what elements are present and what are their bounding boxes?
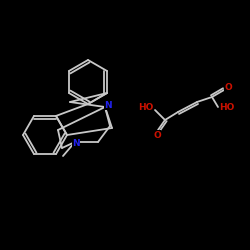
Text: O: O — [153, 130, 161, 140]
Text: HO: HO — [138, 102, 154, 112]
Text: N: N — [72, 138, 80, 147]
Text: O: O — [224, 84, 232, 92]
Text: N: N — [104, 100, 112, 110]
Text: HO: HO — [219, 104, 235, 112]
